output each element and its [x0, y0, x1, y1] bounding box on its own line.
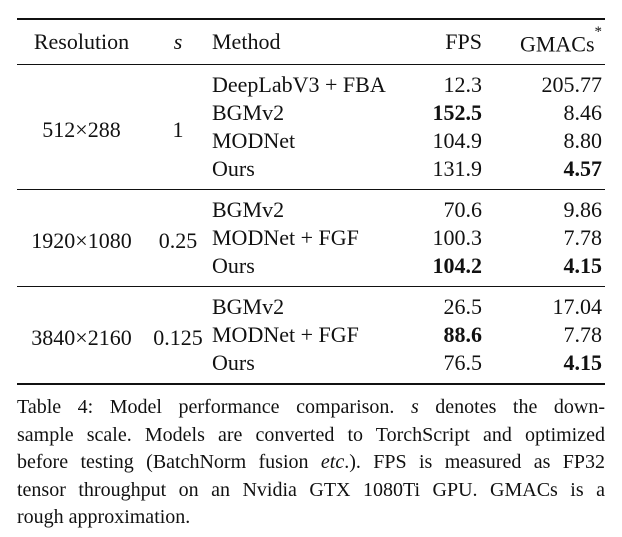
column-header-fps: FPS: [407, 19, 482, 66]
group-1920x1080: 1920×1080 0.25 BGMv2 70.6 9.86 MODNet + …: [17, 189, 605, 287]
fps-cell: 76.5: [443, 350, 483, 376]
table-row: 1920×1080 0.25 BGMv2 70.6 9.86: [17, 190, 605, 253]
table-row: MODNet + FGF 100.3 7.78: [17, 224, 605, 252]
gmacs-cell: 4.57: [563, 156, 603, 182]
table-header: Resolution s Method FPS GMACs*: [17, 19, 605, 66]
table-row: Ours 76.5 4.15: [17, 349, 605, 384]
group-512x288: 512×288 1 DeepLabV3 + FBA 12.3 205.77 BG…: [17, 65, 605, 190]
fps-cell: 104.2: [432, 253, 483, 279]
resolution-cell: 1920×1080: [31, 228, 132, 254]
table-row: Ours 104.2 4.15: [17, 252, 605, 287]
method-cell: DeepLabV3 + FBA: [212, 72, 386, 98]
fps-cell: 100.3: [432, 225, 483, 251]
method-cell: BGMv2: [212, 197, 285, 223]
table-header-row: Resolution s Method FPS GMACs*: [17, 19, 605, 66]
gmacs-cell: 9.86: [563, 197, 603, 223]
method-cell: Ours: [212, 156, 255, 182]
resolution-cell: 3840×2160: [31, 325, 132, 351]
method-cell: MODNet + FGF: [212, 225, 359, 251]
scale-cell: 0.25: [158, 228, 198, 254]
method-cell: Ours: [212, 253, 255, 279]
model-performance-table: Resolution s Method FPS GMACs* 512×288 1…: [17, 18, 605, 386]
fps-cell: 88.6: [443, 322, 483, 348]
caption-line: rough approximation.: [17, 506, 191, 529]
table-caption: Table 4: Model performance comparison. s…: [17, 394, 605, 532]
table-row: 512×288 1 DeepLabV3 + FBA 12.3 205.77: [17, 65, 605, 142]
gmacs-cell: 17.04: [552, 294, 603, 320]
fps-cell: 70.6: [443, 197, 483, 223]
caption-line: sample scale. Models are converted to To…: [17, 423, 605, 446]
method-cell: Ours: [212, 350, 255, 376]
method-cell: BGMv2: [212, 294, 285, 320]
fps-cell: 104.9: [432, 128, 483, 154]
column-header-scale: s: [146, 19, 210, 66]
column-header-gmacs: GMACs*: [482, 19, 605, 66]
caption-line: before testing (BatchNorm fusion etc.). …: [17, 451, 606, 474]
column-header-method: Method: [210, 19, 407, 66]
caption-line: Table 4: Model performance comparison. s…: [17, 396, 605, 419]
method-cell: MODNet: [212, 128, 296, 154]
table-row: 3840×2160 0.125 BGMv2 26.5 17.04: [17, 287, 605, 350]
gmacs-asterisk: *: [594, 24, 602, 41]
scale-cell: 1: [172, 117, 184, 143]
gmacs-cell: 7.78: [563, 225, 603, 251]
gmacs-cell: 7.78: [563, 322, 603, 348]
scale-cell: 0.125: [153, 325, 203, 351]
table-row: BGMv2 152.5 8.46: [17, 99, 605, 127]
fps-cell: 12.3: [443, 72, 483, 98]
fps-cell: 152.5: [432, 100, 483, 126]
gmacs-cell: 4.15: [563, 253, 603, 279]
method-cell: MODNet + FGF: [212, 322, 359, 348]
table-row: Ours 131.9 4.57: [17, 155, 605, 190]
gmacs-label: GMACs: [519, 31, 595, 57]
table-row: MODNet + FGF 88.6 7.78: [17, 321, 605, 349]
gmacs-cell: 8.46: [563, 100, 603, 126]
gmacs-cell: 205.77: [541, 72, 603, 98]
caption-line: tensor throughput on an Nvidia GTX 1080T…: [17, 478, 605, 501]
fps-cell: 26.5: [443, 294, 483, 320]
resolution-cell: 512×288: [42, 117, 121, 143]
gmacs-cell: 4.15: [563, 350, 603, 376]
fps-cell: 131.9: [432, 156, 483, 182]
gmacs-cell: 8.80: [563, 128, 603, 154]
group-3840x2160: 3840×2160 0.125 BGMv2 26.5 17.04 MODNet …: [17, 286, 605, 385]
column-header-resolution: Resolution: [17, 19, 146, 66]
method-cell: BGMv2: [212, 100, 285, 126]
table-row: MODNet 104.9 8.80: [17, 127, 605, 155]
